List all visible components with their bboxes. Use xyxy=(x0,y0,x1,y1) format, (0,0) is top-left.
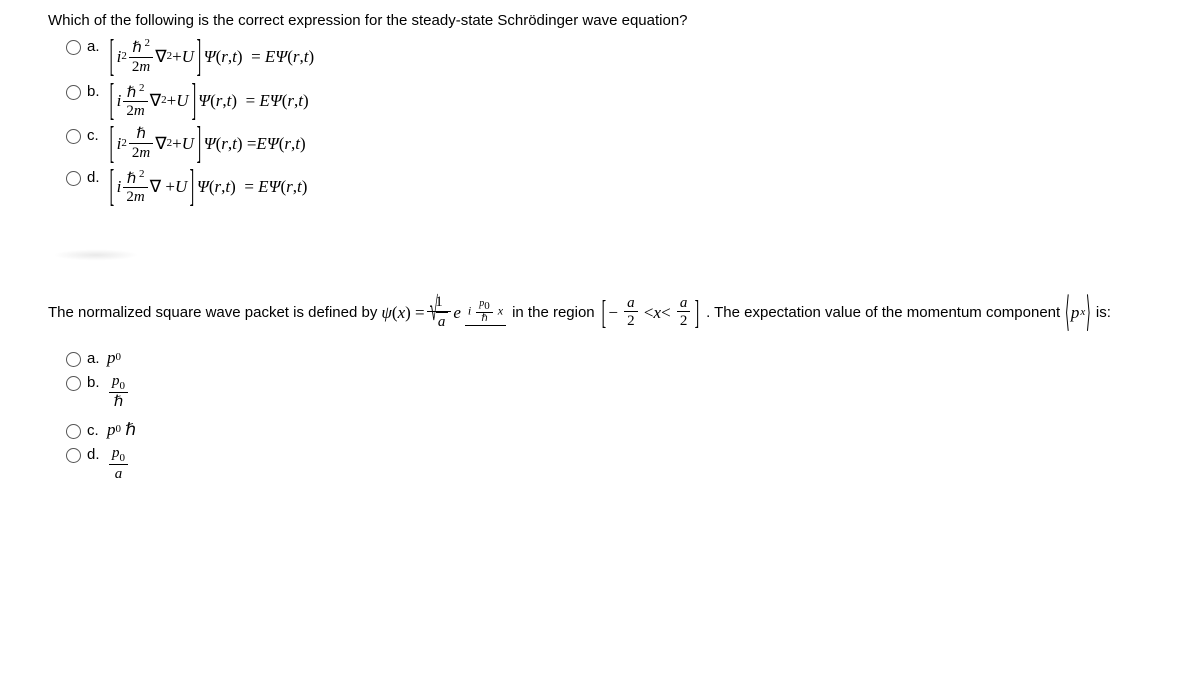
q2-eq-c: p0 ℏ xyxy=(107,421,136,438)
q2-text-post: is: xyxy=(1096,304,1111,321)
q2-stem: The normalized square wave packet is def… xyxy=(48,294,1152,331)
q2-option-c[interactable]: c. p0 ℏ xyxy=(66,421,1152,439)
option-letter: d. xyxy=(87,168,103,186)
option-letter: c. xyxy=(87,421,103,439)
q1-option-a[interactable]: a. [ i2 ℏ 22m ∇2+ U ] Ψ(r,t) = EΨ(r,t) xyxy=(66,37,1152,76)
q1-option-b[interactable]: b. [ i ℏ 22m ∇2 + U ] Ψ(r,t) = EΨ(r,t) xyxy=(66,82,1152,121)
question-2: The normalized square wave packet is def… xyxy=(48,294,1152,483)
q2-psi-def: ψ(x) = 1 √a e i p0ℏ x xyxy=(381,294,508,331)
q2-options: a. p0 b. p0 ℏ c. p0 ℏ d. xyxy=(66,349,1152,483)
q1-option-d[interactable]: d. [ i ℏ 22m ∇ + U ] Ψ(r,t) = EΨ(r,t) xyxy=(66,168,1152,207)
radio-icon[interactable] xyxy=(66,40,81,55)
q1-options: a. [ i2 ℏ 22m ∇2+ U ] Ψ(r,t) = EΨ(r,t) b… xyxy=(66,37,1152,206)
q2-px: ⟨ px ⟩ xyxy=(1064,304,1092,321)
q2-text-pre: The normalized square wave packet is def… xyxy=(48,304,377,321)
q1-eq-c: [ i2 ℏ2m ∇2 + U ] Ψ(r,t) = EΨ(r,t) xyxy=(107,126,306,162)
radio-icon[interactable] xyxy=(66,376,81,391)
q2-text-mid2: . The expectation value of the momentum … xyxy=(706,304,1060,321)
q2-region: [ − a2 <x< a2 ] xyxy=(599,295,702,331)
q2-option-b[interactable]: b. p0 ℏ xyxy=(66,373,1152,411)
option-letter: b. xyxy=(87,373,103,391)
q2-eq-b: p0 ℏ xyxy=(107,373,130,411)
q2-eq-a: p0 xyxy=(107,349,121,366)
q2-text-mid1: in the region xyxy=(512,304,595,321)
radio-icon[interactable] xyxy=(66,171,81,186)
question-1: Which of the following is the correct ex… xyxy=(48,12,1152,206)
radio-icon[interactable] xyxy=(66,85,81,100)
option-letter: b. xyxy=(87,82,103,100)
q1-eq-d: [ i ℏ 22m ∇ + U ] Ψ(r,t) = EΨ(r,t) xyxy=(107,168,307,207)
option-letter: c. xyxy=(87,126,103,144)
smudge-decoration xyxy=(48,246,168,264)
q2-option-a[interactable]: a. p0 xyxy=(66,349,1152,367)
option-letter: a. xyxy=(87,37,103,55)
option-letter: a. xyxy=(87,349,103,367)
q1-eq-b: [ i ℏ 22m ∇2 + U ] Ψ(r,t) = EΨ(r,t) xyxy=(107,82,309,121)
radio-icon[interactable] xyxy=(66,424,81,439)
radio-icon[interactable] xyxy=(66,352,81,367)
q2-eq-d: p0 a xyxy=(107,445,130,483)
option-letter: d. xyxy=(87,445,103,463)
radio-icon[interactable] xyxy=(66,448,81,463)
q1-option-c[interactable]: c. [ i2 ℏ2m ∇2 + U ] Ψ(r,t) = EΨ(r,t) xyxy=(66,126,1152,162)
radio-icon[interactable] xyxy=(66,129,81,144)
q2-option-d[interactable]: d. p0 a xyxy=(66,445,1152,483)
q1-eq-a: [ i2 ℏ 22m ∇2+ U ] Ψ(r,t) = EΨ(r,t) xyxy=(107,37,314,76)
q1-stem: Which of the following is the correct ex… xyxy=(48,12,1152,29)
